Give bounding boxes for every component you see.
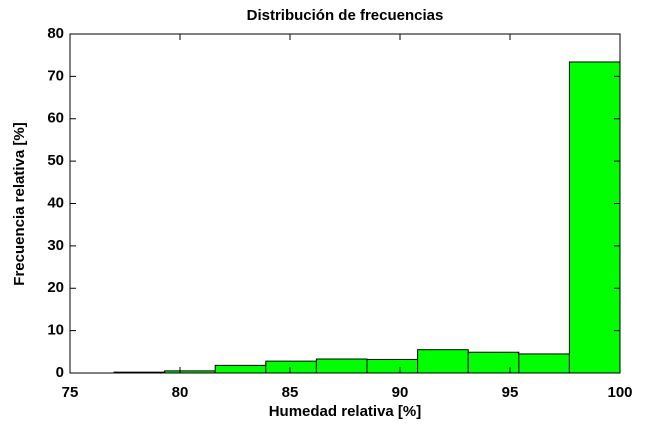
y-tick-label: 70 — [47, 67, 64, 84]
x-tick-label: 75 — [62, 384, 79, 401]
bar — [366, 358, 419, 374]
y-tick-label: 50 — [47, 152, 64, 169]
y-tick-label: 0 — [56, 364, 64, 381]
y-tick-label: 80 — [47, 25, 64, 42]
bar — [467, 351, 520, 374]
y-tick-label: 20 — [47, 279, 64, 296]
bar — [265, 360, 317, 374]
y-tick-label: 30 — [47, 237, 64, 254]
bar — [214, 364, 267, 374]
y-tick-label: 60 — [47, 110, 64, 127]
x-tick-label: 95 — [502, 384, 519, 401]
bar — [315, 358, 368, 374]
bar — [518, 353, 570, 374]
x-tick-label: 100 — [607, 384, 632, 401]
y-tick-label: 10 — [47, 322, 64, 339]
x-tick-label: 85 — [282, 384, 299, 401]
y-tick-label: 40 — [47, 194, 64, 211]
x-tick-label: 90 — [392, 384, 409, 401]
x-tick-label: 80 — [172, 384, 189, 401]
plot-frame — [69, 33, 621, 374]
bar — [417, 349, 469, 374]
y-axis-label: Frecuencia relativa [%] — [11, 122, 28, 285]
x-axis-label: Humedad relativa [%] — [269, 403, 422, 420]
chart-title: Distribución de frecuencias — [247, 7, 444, 24]
bar — [568, 61, 621, 374]
